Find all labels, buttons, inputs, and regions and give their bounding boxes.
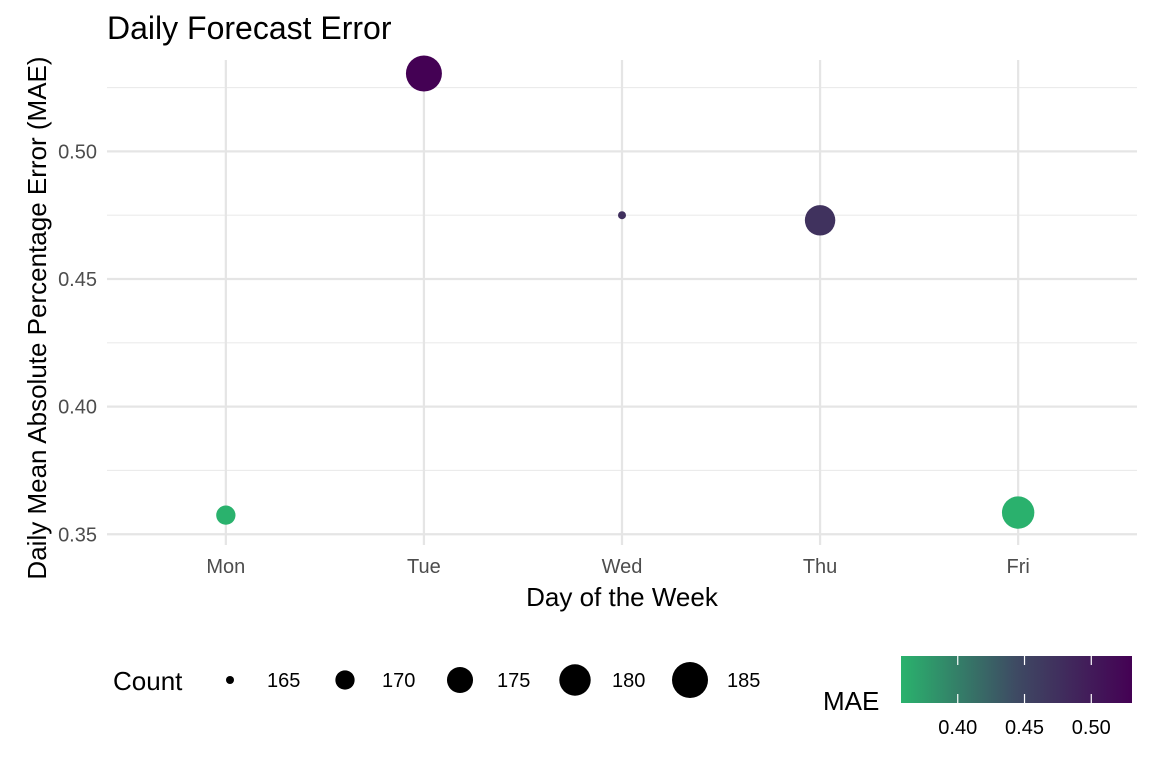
y-axis-ticks: 0.35 0.40 0.45 0.50	[58, 141, 97, 546]
x-axis-ticks: Mon Tue Wed Thu Fri	[206, 556, 1029, 578]
y-tick-label: 0.50	[58, 141, 97, 163]
size-legend-label: 185	[727, 670, 760, 692]
size-legend-key	[446, 666, 474, 694]
y-axis-title: Daily Mean Absolute Percentage Error (MA…	[22, 56, 52, 579]
size-legend-label: 165	[267, 670, 300, 692]
x-tick-label: Fri	[1006, 556, 1029, 578]
size-legend: Count 165 170 175 180 185	[113, 662, 760, 698]
x-tick-label: Wed	[602, 556, 643, 578]
data-points	[216, 55, 1035, 529]
x-axis-title: Day of the Week	[526, 582, 719, 612]
y-tick-label: 0.35	[58, 524, 97, 546]
color-legend-label: 0.50	[1072, 717, 1111, 739]
data-point-fri	[1001, 496, 1035, 529]
grid-lines	[107, 60, 1137, 545]
color-legend: MAE 0.40 0.45 0.50	[823, 656, 1132, 739]
chart-title: Daily Forecast Error	[107, 10, 392, 46]
y-tick-label: 0.40	[58, 397, 97, 419]
size-legend-key	[335, 670, 355, 690]
x-tick-label: Thu	[803, 556, 837, 578]
size-legend-key	[226, 676, 234, 684]
size-legend-label: 180	[612, 670, 645, 692]
data-point-thu	[804, 205, 836, 236]
data-point-tue	[405, 55, 442, 92]
color-legend-title: MAE	[823, 686, 879, 716]
y-tick-label: 0.45	[58, 269, 97, 291]
x-tick-label: Tue	[407, 556, 441, 578]
color-legend-label: 0.45	[1005, 717, 1044, 739]
x-tick-label: Mon	[206, 556, 245, 578]
data-point-wed	[618, 211, 626, 220]
size-legend-label: 170	[382, 670, 415, 692]
color-legend-bar	[901, 656, 1132, 703]
data-point-mon	[216, 505, 236, 525]
color-legend-label: 0.40	[938, 717, 977, 739]
size-legend-title: Count	[113, 666, 183, 696]
size-legend-key	[559, 664, 591, 696]
size-legend-key	[672, 662, 708, 698]
size-legend-label: 175	[497, 670, 530, 692]
